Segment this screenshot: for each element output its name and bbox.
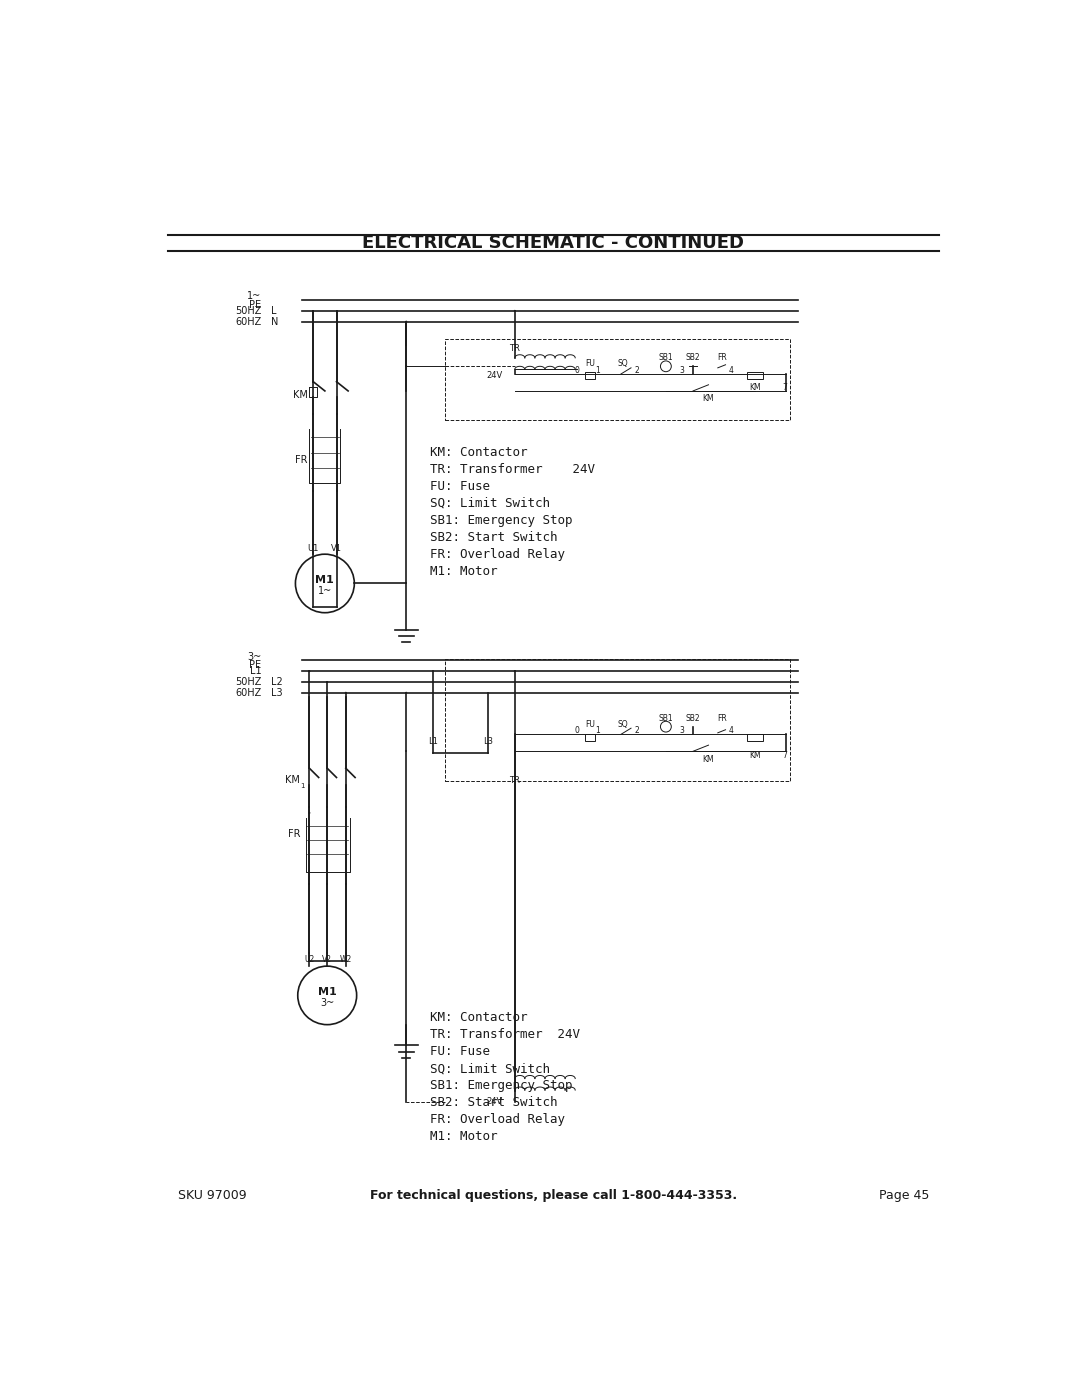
Text: SQ: Limit Switch: SQ: Limit Switch xyxy=(430,497,550,510)
Text: SB2: SB2 xyxy=(686,714,700,722)
Text: U2: U2 xyxy=(305,954,314,964)
Text: FU: Fuse: FU: Fuse xyxy=(430,481,489,493)
Text: KM: KM xyxy=(703,394,714,404)
Text: 50HZ: 50HZ xyxy=(235,678,261,687)
Text: M1: Motor: M1: Motor xyxy=(430,1130,497,1143)
Text: SQ: SQ xyxy=(618,359,629,369)
Text: V1: V1 xyxy=(330,545,342,553)
Text: 7: 7 xyxy=(782,750,787,760)
Bar xyxy=(585,372,595,379)
Text: PE: PE xyxy=(249,300,261,310)
Text: FR: FR xyxy=(287,828,300,838)
Text: 3~: 3~ xyxy=(320,997,335,1009)
Text: 60HZ: 60HZ xyxy=(235,317,261,327)
Text: 4: 4 xyxy=(729,366,733,374)
Text: 1: 1 xyxy=(300,782,305,789)
Text: 3~: 3~ xyxy=(247,651,261,662)
Bar xyxy=(747,733,762,740)
Text: 0: 0 xyxy=(575,726,579,735)
Text: KM: KM xyxy=(293,390,308,400)
Text: SB2: Start Switch: SB2: Start Switch xyxy=(430,1095,557,1109)
Text: SB1: Emergency Stop: SB1: Emergency Stop xyxy=(430,1078,572,1092)
Text: FU: Fuse: FU: Fuse xyxy=(430,1045,489,1058)
Text: M1: Motor: M1: Motor xyxy=(430,564,497,577)
Bar xyxy=(445,338,789,420)
Text: M1: M1 xyxy=(318,986,337,996)
Text: V2: V2 xyxy=(322,954,333,964)
Text: 0: 0 xyxy=(575,366,579,374)
Text: KM: KM xyxy=(285,775,300,785)
Text: L3: L3 xyxy=(271,687,282,697)
Text: FU: FU xyxy=(585,719,595,729)
Text: 3: 3 xyxy=(679,366,684,374)
Text: KM: Contactor: KM: Contactor xyxy=(430,1011,527,1024)
Text: TR: TR xyxy=(510,344,521,353)
Text: L1: L1 xyxy=(249,666,261,676)
Text: L3: L3 xyxy=(483,736,492,746)
Text: L1: L1 xyxy=(429,736,438,746)
Text: TR: TR xyxy=(510,777,521,785)
Bar xyxy=(747,372,762,379)
Text: SB1: Emergency Stop: SB1: Emergency Stop xyxy=(430,514,572,527)
Text: FR: FR xyxy=(717,714,727,722)
Text: FR: Overload Relay: FR: Overload Relay xyxy=(430,548,565,560)
Text: L: L xyxy=(271,306,276,316)
Text: 1: 1 xyxy=(595,366,600,374)
Text: SKU 97009: SKU 97009 xyxy=(177,1189,246,1201)
Text: KM: KM xyxy=(750,383,760,391)
Text: 7: 7 xyxy=(782,383,787,391)
Text: SB2: SB2 xyxy=(686,353,700,362)
Text: For technical questions, please call 1-800-444-3353.: For technical questions, please call 1-8… xyxy=(370,1189,737,1201)
Text: FR: FR xyxy=(295,455,308,465)
Text: KM: Contactor: KM: Contactor xyxy=(430,446,527,460)
Text: FR: FR xyxy=(717,353,727,362)
Text: SB2: Start Switch: SB2: Start Switch xyxy=(430,531,557,543)
Text: 1~: 1~ xyxy=(247,291,261,302)
Text: 24V: 24V xyxy=(487,372,503,380)
Text: SQ: SQ xyxy=(618,719,629,729)
Text: 2: 2 xyxy=(634,726,638,735)
Text: W2: W2 xyxy=(340,954,352,964)
Text: N: N xyxy=(271,317,278,327)
Text: 24V: 24V xyxy=(487,1097,503,1106)
Text: 3: 3 xyxy=(679,726,684,735)
Text: FR: Overload Relay: FR: Overload Relay xyxy=(430,1113,565,1126)
Text: SQ: Limit Switch: SQ: Limit Switch xyxy=(430,1062,550,1076)
Text: 50HZ: 50HZ xyxy=(235,306,261,316)
Text: Page 45: Page 45 xyxy=(879,1189,930,1201)
Text: L2: L2 xyxy=(271,678,282,687)
Bar xyxy=(585,733,595,740)
Text: SB1: SB1 xyxy=(659,714,673,722)
Text: TR: Transformer  24V: TR: Transformer 24V xyxy=(430,1028,580,1041)
Text: U1: U1 xyxy=(308,545,319,553)
Text: TR: Transformer    24V: TR: Transformer 24V xyxy=(430,462,594,476)
Text: 1~: 1~ xyxy=(318,587,332,597)
Text: 1: 1 xyxy=(595,726,600,735)
Text: SB1: SB1 xyxy=(659,353,673,362)
Bar xyxy=(445,659,789,781)
Text: ELECTRICAL SCHEMATIC - CONTINUED: ELECTRICAL SCHEMATIC - CONTINUED xyxy=(363,235,744,251)
Text: 60HZ: 60HZ xyxy=(235,687,261,697)
Text: KM: KM xyxy=(750,750,760,760)
Text: 4: 4 xyxy=(729,726,733,735)
Text: KM: KM xyxy=(703,754,714,764)
Text: 2: 2 xyxy=(634,366,638,374)
Text: M1: M1 xyxy=(315,574,334,584)
Text: PE: PE xyxy=(249,659,261,671)
Text: FU: FU xyxy=(585,359,595,369)
